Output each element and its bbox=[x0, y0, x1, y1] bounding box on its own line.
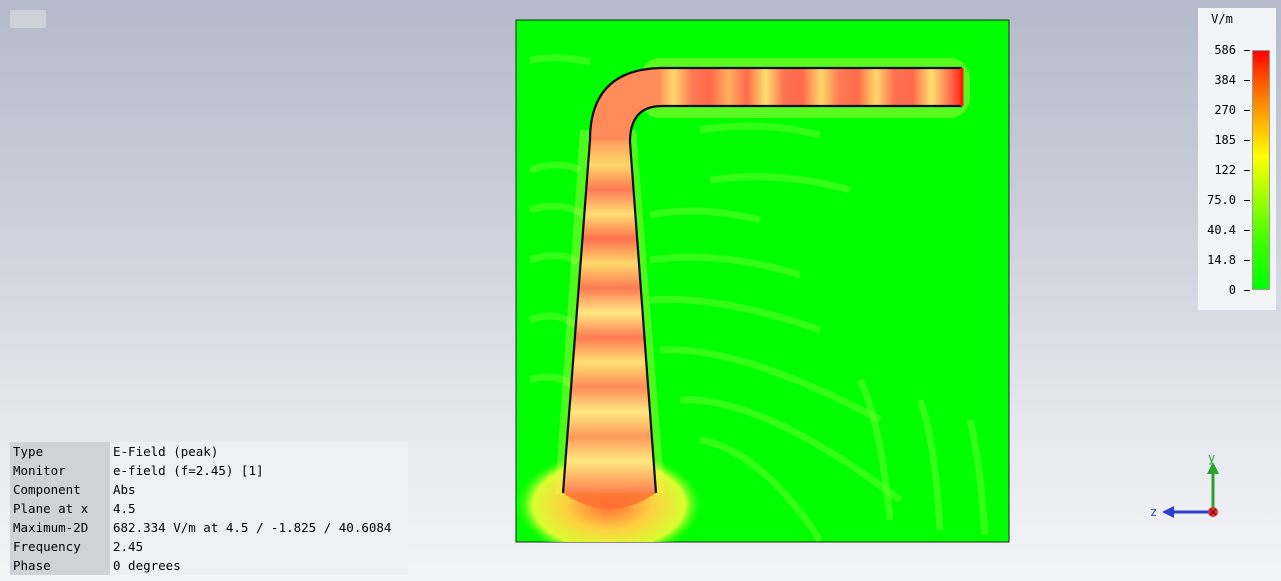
info-key: Plane at x bbox=[10, 499, 110, 518]
legend-tick-mark bbox=[1244, 140, 1250, 141]
trace-outline bbox=[561, 66, 962, 494]
z-arrow-icon bbox=[1162, 506, 1174, 518]
legend-colorbar bbox=[1252, 50, 1270, 290]
legend-tick-label: 0 bbox=[1228, 283, 1236, 297]
info-value: 0 degrees bbox=[110, 556, 408, 575]
legend-tick-label: 586 bbox=[1214, 43, 1236, 57]
bend-field bbox=[590, 68, 660, 142]
axes-gizmo: y z bbox=[1150, 451, 1219, 519]
info-table: Type E-Field (peak) Monitor e-field (f=2.45… bbox=[10, 442, 408, 575]
info-value: 4.5 bbox=[110, 499, 408, 518]
info-key: Component bbox=[10, 480, 110, 499]
legend-tick-label: 384 bbox=[1214, 73, 1236, 87]
info-row: Type E-Field (peak) bbox=[10, 442, 408, 461]
legend-tick-label: 122 bbox=[1214, 163, 1236, 177]
info-key: Maximum-2D bbox=[10, 518, 110, 537]
legend-tick-mark bbox=[1244, 230, 1250, 231]
legend-tick-mark bbox=[1244, 170, 1250, 171]
legend-tick-label: 270 bbox=[1214, 103, 1236, 117]
info-key: Monitor bbox=[10, 461, 110, 480]
legend-tick-mark bbox=[1244, 260, 1250, 261]
info-value: 682.334 V/m at 4.5 / -1.825 / 40.6084 bbox=[110, 518, 408, 537]
legend-tick-label: 75.0 bbox=[1207, 193, 1236, 207]
y-arrow-icon bbox=[1207, 462, 1219, 474]
info-key: Phase bbox=[10, 556, 110, 575]
legend-tick-label: 40.4 bbox=[1207, 223, 1236, 237]
legend-tick-mark bbox=[1244, 290, 1250, 291]
vertical-trace-field bbox=[563, 140, 656, 493]
info-key: Frequency bbox=[10, 537, 110, 556]
info-value: 2.45 bbox=[110, 537, 408, 556]
legend-tick-mark bbox=[1244, 110, 1250, 111]
info-key: Type bbox=[10, 442, 110, 461]
color-legend: V/m 586 384 270 185 122 75.0 40.4 14.8 0 bbox=[1198, 8, 1276, 310]
info-row: Maximum-2D 682.334 V/m at 4.5 / -1.825 / … bbox=[10, 518, 408, 537]
legend-tick-mark bbox=[1244, 50, 1250, 51]
info-row: Frequency 2.45 bbox=[10, 537, 408, 556]
info-row: Component Abs bbox=[10, 480, 408, 499]
field-ripples bbox=[516, 54, 989, 542]
y-axis-label: y bbox=[1208, 451, 1215, 465]
legend-tick-label: 14.8 bbox=[1207, 253, 1236, 267]
info-row: Monitor e-field (f=2.45) [1] bbox=[10, 461, 408, 480]
legend-tick-label: 185 bbox=[1214, 133, 1236, 147]
legend-unit: V/m bbox=[1211, 12, 1233, 26]
info-row: Phase 0 degrees bbox=[10, 556, 408, 575]
toolbar-placeholder bbox=[10, 10, 46, 28]
info-row: Plane at x 4.5 bbox=[10, 499, 408, 518]
horizontal-trace-field bbox=[655, 68, 962, 106]
legend-tick-mark bbox=[1244, 200, 1250, 201]
legend-tick-mark bbox=[1244, 80, 1250, 81]
z-axis-label: z bbox=[1150, 505, 1157, 519]
info-value: Abs bbox=[110, 480, 408, 499]
info-value: e-field (f=2.45) [1] bbox=[110, 461, 408, 480]
info-value: E-Field (peak) bbox=[110, 442, 408, 461]
